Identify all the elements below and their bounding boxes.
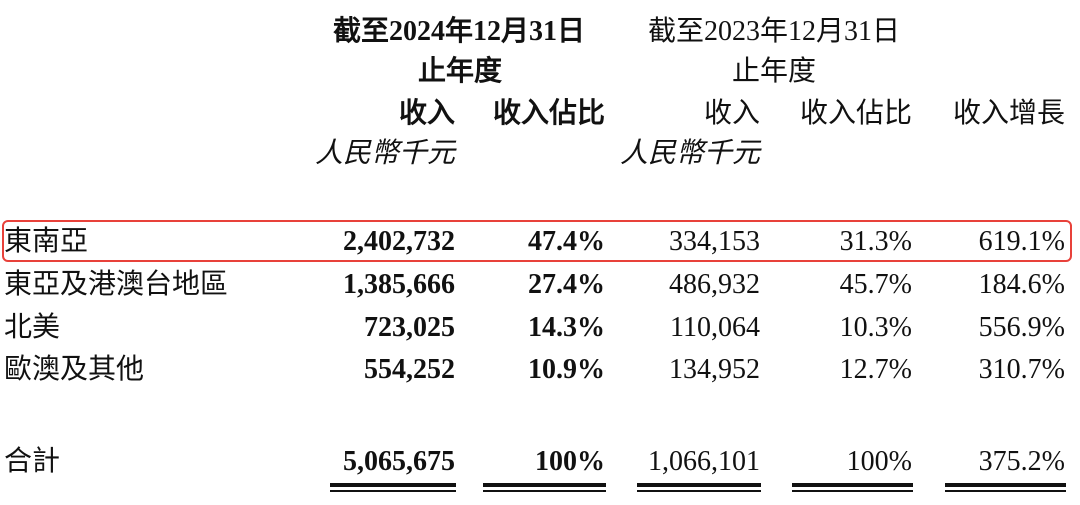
revenue-2023: 134,952 <box>669 354 760 385</box>
region-label: 北美 <box>4 312 61 343</box>
share-2023: 45.7% <box>839 269 912 300</box>
region-label: 東南亞 <box>4 226 89 257</box>
share-2024: 10.9% <box>528 354 605 385</box>
period-2023-header: 截至2023年12月31日 <box>648 16 901 47</box>
period-2023-subheader: 止年度 <box>732 56 817 87</box>
growth: 310.7% <box>978 354 1065 385</box>
double-underline <box>637 483 761 492</box>
unit-2024: 人民幣千元 <box>314 138 455 169</box>
unit-2023: 人民幣千元 <box>619 138 760 169</box>
share-2023: 12.7% <box>839 354 912 385</box>
share-2023: 10.3% <box>839 312 912 343</box>
col-header-share-2023: 收入佔比 <box>799 98 912 129</box>
period-2024-header: 截至2024年12月31日 <box>333 16 586 47</box>
double-underline <box>945 483 1066 492</box>
growth: 184.6% <box>978 269 1065 300</box>
revenue-2024: 723,025 <box>364 312 455 343</box>
revenue-2024: 1,385,666 <box>343 269 455 300</box>
revenue-2024: 554,252 <box>364 354 455 385</box>
period-2024-subheader: 止年度 <box>418 56 503 87</box>
double-underline <box>330 483 456 492</box>
col-header-revenue-2023: 收入 <box>703 98 760 129</box>
total-revenue-2023: 1,066,101 <box>648 446 760 477</box>
total-share-2023: 100% <box>846 446 912 477</box>
region-label: 歐澳及其他 <box>4 354 145 385</box>
total-label: 合計 <box>4 446 61 477</box>
col-header-share-2024: 收入佔比 <box>492 98 605 129</box>
growth: 556.9% <box>978 312 1065 343</box>
revenue-2023: 110,064 <box>670 312 760 343</box>
share-2023: 31.3% <box>839 226 912 257</box>
revenue-2023: 486,932 <box>669 269 760 300</box>
share-2024: 27.4% <box>528 269 605 300</box>
share-2024: 14.3% <box>528 312 605 343</box>
double-underline <box>483 483 606 492</box>
revenue-2023: 334,153 <box>669 226 760 257</box>
share-2024: 47.4% <box>528 226 605 257</box>
total-revenue-2024: 5,065,675 <box>343 446 455 477</box>
region-label: 東亞及港澳台地區 <box>4 269 229 300</box>
highlight-box <box>2 220 1072 262</box>
revenue-2024: 2,402,732 <box>343 226 455 257</box>
col-header-revenue-2024: 收入 <box>398 98 455 129</box>
total-growth: 375.2% <box>978 446 1065 477</box>
total-share-2024: 100% <box>535 446 605 477</box>
growth: 619.1% <box>978 226 1065 257</box>
col-header-growth: 收入增長 <box>952 98 1065 129</box>
double-underline <box>792 483 913 492</box>
